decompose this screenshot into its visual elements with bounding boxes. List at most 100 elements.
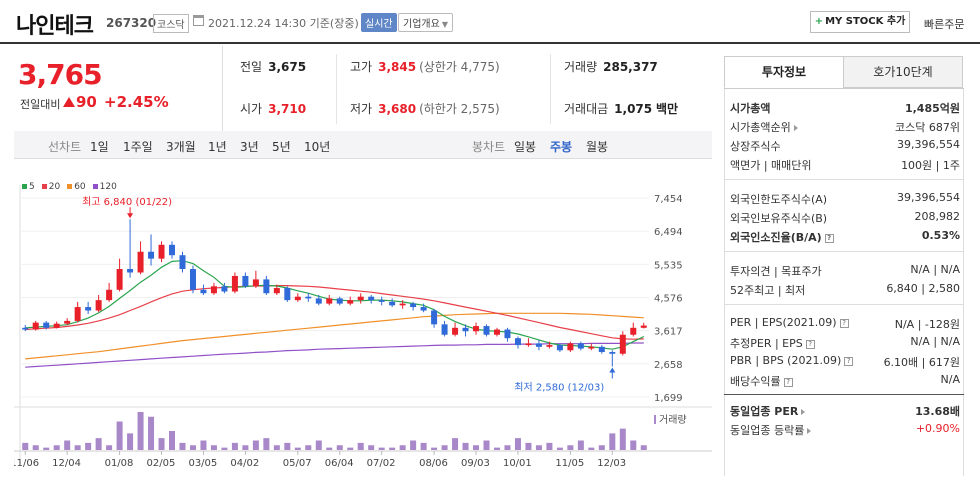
candle-daily[interactable]: 일봉 (514, 140, 537, 154)
candle-body (189, 269, 196, 290)
volume-bar (441, 445, 448, 450)
quote-summary: 3,765 전일대비 90 +2.45% 전일 3,675 시가 3,710 고가 3… (14, 46, 712, 132)
candle-body (64, 320, 71, 324)
triangle-right-icon (793, 125, 798, 131)
volume-bar (284, 442, 291, 450)
candle-body (22, 327, 29, 330)
high-value: 3,845 (378, 60, 417, 74)
volume-bar (420, 442, 427, 450)
period-1d[interactable]: 1일 (90, 140, 109, 154)
quick-order-link[interactable]: 빠른주문 (924, 18, 965, 31)
quote-separator (336, 54, 337, 124)
change-percent: +2.45% (104, 93, 169, 111)
panel-divider (724, 394, 964, 395)
listed-shares-row: 상장주식수 39,396,554 (730, 138, 960, 156)
candle-body (556, 345, 563, 351)
volume-bar (106, 445, 113, 450)
help-icon[interactable]: ? (844, 356, 854, 366)
candle-body (221, 286, 228, 292)
foreign-limit-label: 외국인한도주식수(A) (730, 193, 828, 206)
est-per-value: N/A | N/A (910, 335, 960, 348)
sector-rate-row[interactable]: 동일업종 등락률 +0.90% (730, 422, 960, 440)
chart-canvas[interactable]: 7,454 6,494 5,535 4,576 3,617 2,658 1,699 최고 6,… (14, 175, 712, 475)
low-marker-arrow (609, 367, 616, 373)
pbr-row: PBR | BPS (2021.09)? 6.10배 | 617원 (730, 354, 960, 372)
candle-body (148, 251, 155, 259)
volume-bar (619, 428, 626, 450)
candle-body (315, 298, 322, 304)
foreign-limit-row: 외국인한도주식수(A) 39,396,554 (730, 191, 960, 209)
realtime-badge[interactable]: 실시간 (361, 13, 397, 32)
ma5-line (25, 260, 645, 350)
candle-body (504, 329, 511, 339)
est-per-text: 추정PER | EPS (730, 337, 803, 350)
volume-bar (630, 440, 637, 450)
candle-weekly[interactable]: 주봉 (550, 140, 573, 154)
legend-label: 60 (74, 182, 86, 192)
period-3m[interactable]: 3개월 (166, 140, 196, 154)
high-label: 고가 (350, 60, 373, 74)
help-icon[interactable]: ? (805, 339, 815, 349)
week52-value: 6,840 | 2,580 (886, 282, 960, 295)
price-chart[interactable]: 5 20 60 120 7,454 6,494 5,535 4,576 3,617 2,658 1… (14, 175, 712, 475)
foreign-hold-value: 208,982 (914, 210, 961, 223)
add-mystock-button[interactable]: + MY STOCK 추가 (810, 11, 910, 33)
candle-body (619, 334, 626, 354)
quote-divider (222, 46, 223, 132)
candle-monthly[interactable]: 월봉 (586, 140, 609, 154)
par-value-label: 액면가 | 매매단위 (730, 159, 812, 172)
open-price: 시가 3,710 (240, 100, 306, 117)
volume-bar (74, 445, 81, 450)
candle-body (326, 298, 333, 304)
candle-body (588, 346, 595, 349)
legend-label: 120 (99, 182, 117, 192)
volume-bar (64, 440, 71, 450)
volume-bar (598, 445, 605, 450)
candle-body (242, 275, 249, 287)
volume-bar (504, 445, 511, 450)
market-cap-row: 시가총액 1,485억원 (730, 100, 960, 118)
volume-bar (431, 447, 438, 450)
period-10y[interactable]: 10년 (304, 140, 331, 154)
help-icon[interactable]: ? (824, 233, 834, 243)
period-1y[interactable]: 1년 (208, 140, 227, 154)
x-tick-label: 04/02 (230, 458, 259, 469)
legend-item: 60 (67, 182, 86, 192)
market-cap-label: 시가총액 (730, 102, 771, 115)
candle-body (169, 244, 176, 256)
volume-bar (357, 442, 364, 450)
period-1w[interactable]: 1주일 (123, 140, 153, 154)
x-tick-label: 05/07 (283, 458, 312, 469)
foreign-rate-row: 외국인소진율(B/A)? 0.53% (730, 229, 960, 247)
candle-body (284, 288, 291, 301)
period-5y[interactable]: 5년 (272, 140, 291, 154)
stock-name: 나인테크 (16, 14, 94, 39)
company-overview-dropdown[interactable]: 기업개요 ▼ (398, 13, 453, 32)
legend-swatch (67, 184, 73, 189)
sector-per-row[interactable]: 동일업종 PER 13.68배 (730, 403, 960, 421)
panel-divider (724, 304, 964, 305)
foreign-rate-text: 외국인소진율(B/A) (730, 231, 822, 244)
add-mystock-label: MY STOCK 추가 (825, 16, 906, 27)
help-icon[interactable]: ? (783, 377, 793, 387)
help-icon[interactable]: ? (839, 318, 849, 328)
candle-body (53, 323, 60, 328)
tab-investment-info[interactable]: 투자정보 (724, 56, 844, 88)
candle-body (179, 255, 186, 270)
candle-body (399, 303, 406, 306)
cap-rank-row[interactable]: 시가총액순위 코스닥 687위 (730, 119, 960, 137)
candle-body (630, 327, 637, 335)
x-tick-label: 07/02 (367, 458, 396, 469)
per-text: PER | EPS(2021.09) (730, 316, 837, 329)
candle-body (525, 343, 532, 346)
volume-bar (493, 447, 500, 450)
tab-orderbook[interactable]: 호가10단계 (843, 56, 963, 88)
sector-per-label: 동일업종 PER (730, 403, 806, 419)
period-3y[interactable]: 3년 (240, 140, 259, 154)
volume-label: 거래량 (659, 414, 687, 426)
listed-shares-value: 39,396,554 (897, 138, 960, 151)
volume-bar (336, 445, 343, 450)
x-tick-label: 09/03 (461, 458, 490, 469)
dividend-row: 배당수익률? N/A (730, 373, 960, 391)
volume-bar (462, 442, 469, 450)
